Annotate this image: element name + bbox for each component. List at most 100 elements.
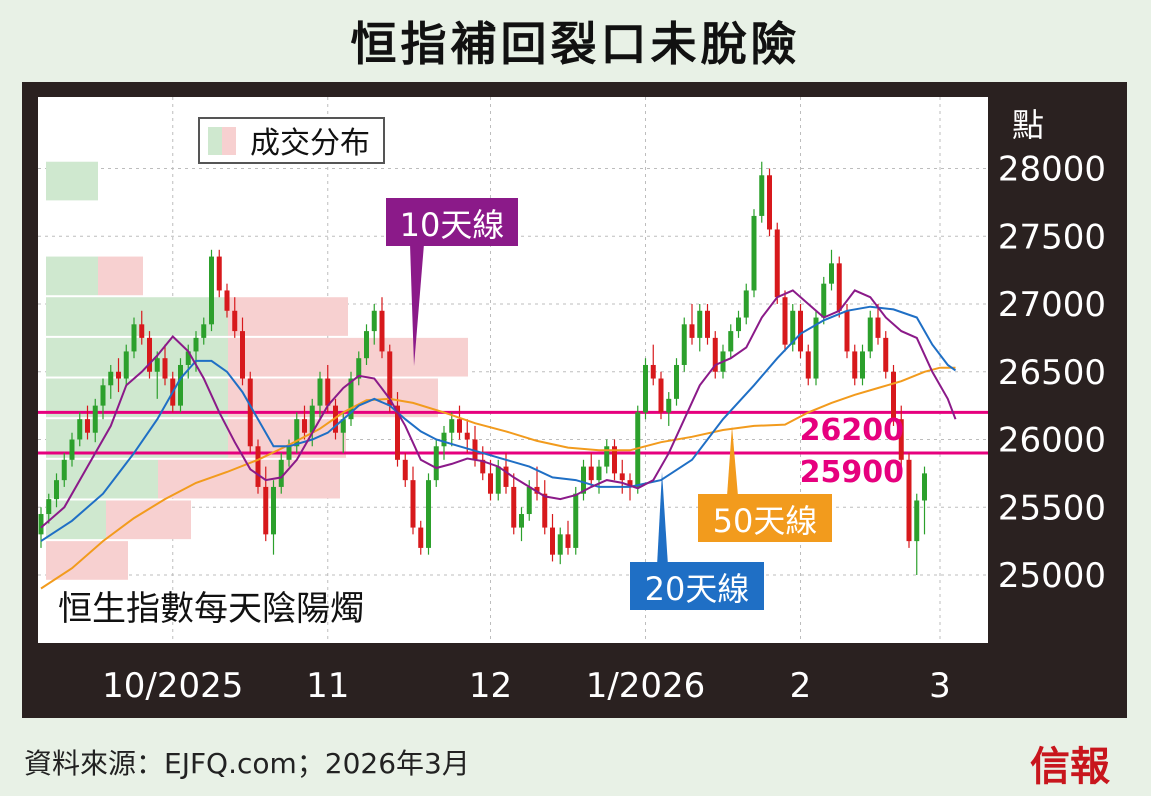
y-tick-label: 26000 [998,421,1106,461]
volume-profile-up-bar [46,297,228,336]
candle-down [658,378,664,413]
candle-down [457,419,462,433]
page-title: 恒指補回裂口未脫險 [350,17,801,71]
ma10-callout-pointer [410,244,424,366]
y-tick-label: 27500 [998,217,1106,257]
candle-down [619,473,625,481]
candle-up [185,351,191,365]
candle-down [302,419,307,433]
volume-profile-down-bar [228,337,468,377]
candle-up [54,480,59,500]
candle-down [147,337,152,372]
ma50-callout-pointer [727,426,738,496]
x-tick-label: 1/2026 [586,666,706,706]
candle-up [914,500,920,542]
candle-up [697,310,703,338]
candle-down [712,337,718,372]
level-label-25900: 25900 [800,455,904,490]
candle-down [325,378,331,406]
legend-label: 成交分布 [250,126,370,161]
candle-up [193,337,199,352]
x-tick-label: 2 [790,666,812,706]
candle-down [705,310,710,338]
ma10-line [40,289,957,529]
candle-up [61,459,67,481]
candle-down [550,527,555,555]
candle-up [46,499,52,515]
ma50-callout-label: 50天線 [713,502,818,540]
y-tick-label: 27000 [998,285,1106,325]
candle-down [503,466,509,487]
candle-up [348,378,354,420]
candle-down [875,317,881,338]
candle-up [860,351,865,379]
candle-up [294,419,300,447]
candle-up [209,256,214,325]
candle-up [759,175,765,216]
source-note: 資料來源：EJFQ.com；2026年3月 [24,747,470,780]
candle-down [247,378,253,447]
candle-up [743,290,749,318]
candle-down [139,324,145,338]
volume-profile-up-bar [46,161,98,201]
candle-up [340,419,346,433]
candle-down [627,480,633,487]
candle-up [674,364,679,399]
candle-up [728,331,734,352]
candle-up [790,310,796,345]
ma20-callout-pointer [657,472,668,566]
candle-up [736,317,741,332]
candle-up [131,324,137,352]
candle-down [387,351,393,406]
y-unit-label: 點 [1012,106,1044,144]
candle-down [232,310,238,332]
candle-down [402,459,408,481]
legend-swatch-down [222,127,236,155]
candle-up [433,446,439,481]
candle-up [201,324,207,338]
candle-up [426,480,431,548]
candle-up [317,378,323,406]
candle-up [922,473,927,501]
candle-down [418,527,424,548]
ma10-callout-label: 10天線 [400,206,505,244]
candle-up [100,385,106,406]
candle-down [480,459,486,474]
level-label-26200: 26200 [800,413,904,448]
candle-up [309,405,315,433]
candle-up [495,466,501,494]
candle-up [666,398,672,413]
candle-up [581,466,586,494]
brand-logo: 信報 [1030,743,1110,790]
x-tick-label: 11 [306,666,349,706]
ma20-line [40,305,957,542]
candle-down [689,324,695,338]
candle-up [867,317,873,352]
candle-up [751,215,757,291]
candle-down [511,486,517,528]
volume-profile-down-bar [46,541,128,580]
candle-up [519,514,524,528]
candle-down [774,229,780,298]
candle-down [85,419,90,433]
candle-down [891,371,896,420]
volume-profile-down-bar [98,256,143,296]
candle-up [813,317,819,379]
candle-up [449,419,455,433]
y-tick-label: 26500 [998,353,1106,393]
candle-down [782,297,788,345]
legend-swatch-up [208,127,222,155]
candle-down [116,371,121,379]
candle-up [154,358,160,372]
candle-down [767,175,772,230]
ma50-line [40,366,956,590]
candle-down [162,358,168,379]
candle-up [604,446,610,467]
candle-down [240,331,245,379]
chart-title: 恒生指數每天陰陽燭 [58,589,364,629]
candle-down [472,439,478,460]
x-tick-label: 10/2025 [102,666,243,706]
candle-up [286,446,292,460]
candle-down [852,351,858,379]
candle-up [178,364,183,406]
